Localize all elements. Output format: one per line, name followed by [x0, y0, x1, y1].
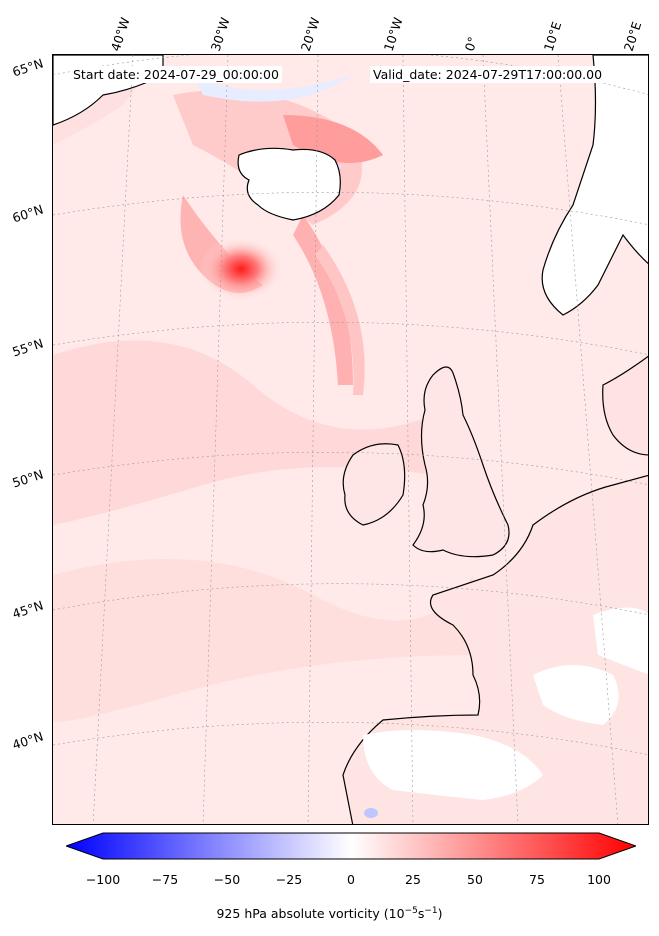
- colorbar: [66, 832, 636, 860]
- vorticity-streak: [315, 245, 365, 395]
- graticule: [53, 55, 648, 824]
- central-europe-patch: [593, 607, 648, 675]
- france-interior-patch: [533, 665, 619, 725]
- longitude-label: 10°E: [540, 19, 565, 53]
- colorbar-tick-label: 25: [405, 872, 421, 887]
- colorbar-tick-label: −25: [275, 872, 303, 887]
- great-britain-landmass: [412, 366, 510, 558]
- latitude-label: 60°N: [10, 201, 46, 226]
- vorticity-band: [53, 559, 473, 722]
- latitude-label: 45°N: [10, 597, 46, 622]
- start-date-label: Start date: 2024-07-29_00:00:00: [70, 66, 282, 83]
- iceland-landmass: [237, 147, 341, 221]
- cyclone-vortex: [199, 237, 283, 301]
- negative-vorticity-patch: [364, 808, 378, 818]
- colorbar-tick-label: 0: [347, 872, 355, 887]
- denmark-coast: [602, 355, 648, 456]
- colorbar-label: 925 hPa absolute vorticity (10−5s−1): [216, 906, 443, 922]
- colorbar-tick-label: −100: [85, 872, 121, 887]
- colorbar-tick-label: 75: [529, 872, 545, 887]
- valid-date-label: Valid_date: 2024-07-29T17:00:00.00: [370, 66, 606, 83]
- iberia-interior: [363, 730, 543, 800]
- longitude-label: 20°W: [297, 15, 323, 53]
- colorbar-gradient: [66, 832, 636, 860]
- longitude-label: 20°E: [620, 19, 645, 53]
- scandinavia-landmass: [541, 55, 648, 316]
- longitude-label: 30°W: [207, 15, 233, 53]
- colorbar-tick-label: 50: [467, 872, 483, 887]
- map-panel: [52, 54, 649, 825]
- latitude-label: 50°N: [10, 466, 46, 491]
- colorbar-tick-label: −75: [151, 872, 179, 887]
- longitude-label: 0°: [461, 34, 481, 53]
- ireland-landmass: [342, 443, 406, 526]
- colorbar-tick-label: −50: [213, 872, 241, 887]
- longitude-label: 10°W: [380, 15, 406, 53]
- longitude-label: 40°W: [107, 15, 133, 53]
- latitude-label: 55°N: [10, 335, 46, 360]
- latitude-label: 65°N: [10, 55, 46, 80]
- latitude-label: 40°N: [10, 728, 46, 753]
- vorticity-map: [53, 55, 648, 824]
- colorbar-tick-label: 100: [587, 872, 611, 887]
- vorticity-streak: [293, 215, 353, 385]
- vorticity-band: [53, 340, 433, 525]
- negative-vorticity-patch: [193, 75, 353, 102]
